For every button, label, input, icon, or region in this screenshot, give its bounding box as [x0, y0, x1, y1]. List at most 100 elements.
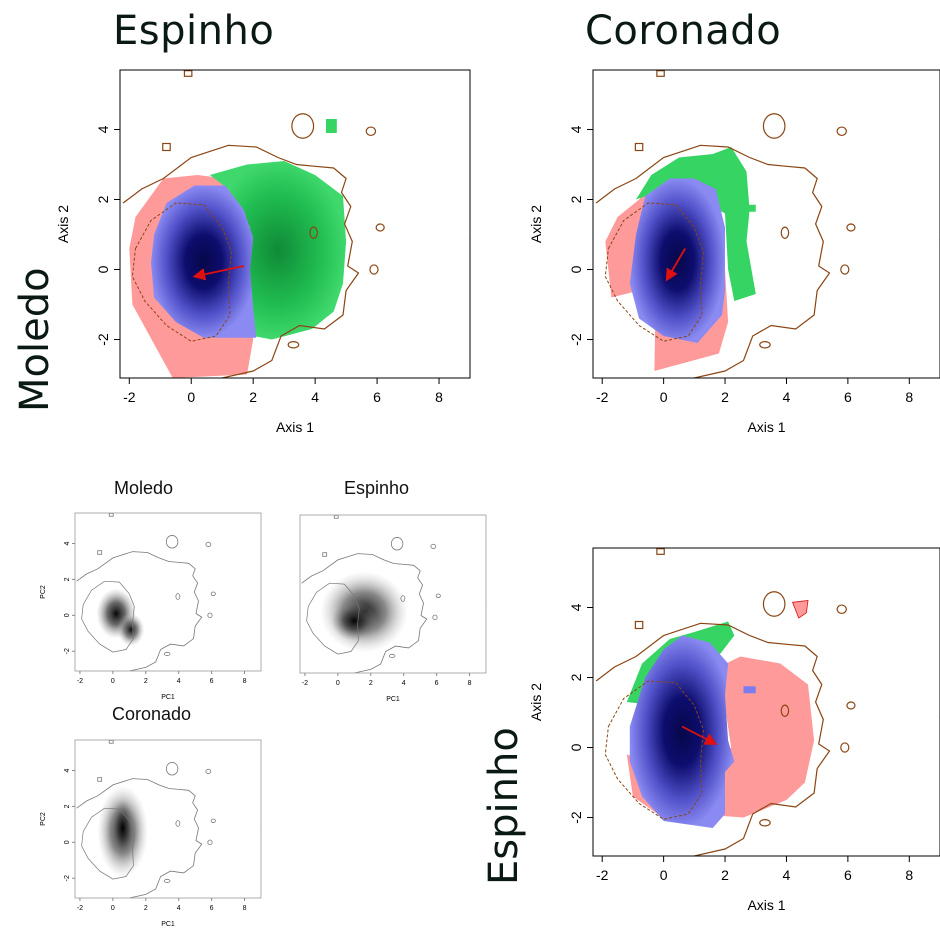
panel-3-niche-area	[595, 548, 940, 856]
panel-3-x-axis-label: Axis 1	[747, 897, 785, 913]
mini-panel-2-density-blob	[331, 601, 378, 641]
panel-3-x-tick-label: 6	[844, 867, 852, 883]
panel-3-y-tick-label: -2	[568, 811, 584, 824]
mini-panel-1-x-tick-label: 8	[243, 678, 247, 685]
panel-3-island-contour	[846, 701, 856, 710]
panel-2-island-contour	[634, 142, 644, 152]
mini-panel-3-density-area	[76, 740, 261, 898]
mini-panel-2-x-axis-label: PC1	[386, 696, 400, 703]
mini-panel-3-x-tick-label: 4	[177, 905, 181, 912]
mini-panel-3-y-axis-label: PC2	[40, 812, 47, 826]
panel-1-stability-region	[151, 185, 257, 338]
panel-2-x-tick-label: 8	[905, 389, 913, 405]
mini-panel-2-island-contour	[485, 600, 486, 604]
panel-2-x-tick-label: 4	[783, 389, 791, 405]
mini-panel-2-inner-contour	[306, 582, 360, 655]
mini-panel-2-plot-frame	[299, 514, 487, 674]
panel-3-x-tick-label: 0	[660, 867, 668, 883]
mini-panel-3-x-axis-label: PC1	[161, 921, 175, 928]
panel-3-island-contour	[840, 742, 850, 753]
mini-panel-2-island-contour	[432, 614, 438, 621]
mini-panel-1-title: Moledo	[114, 478, 173, 498]
mini-panel-1-y-tick-label: -2	[64, 648, 71, 654]
panel-2-y-tick-label: 0	[568, 265, 584, 273]
panel-3-island-contour	[656, 548, 665, 555]
mini-panel-1-x-tick-label: -2	[77, 678, 83, 685]
panel-2-envelope-contour	[595, 144, 831, 378]
panel-1-island-contour	[375, 223, 385, 232]
panel-1-x-tick-label: 4	[311, 389, 319, 405]
mini-panel-1-envelope-contour	[76, 551, 203, 671]
panel-1-y-tick-label: 4	[95, 125, 111, 133]
mini-panel-1-island-contour	[260, 598, 261, 602]
panel-1-centroid-shift-arrow	[192, 265, 245, 281]
mini-panel-2-x-tick-label: -2	[302, 680, 308, 687]
mini-panel-3-island-contour	[210, 818, 216, 823]
panel-2-x-tick-label: -2	[596, 389, 609, 405]
mini-panel-2-x-tick-label: 8	[468, 680, 472, 687]
mini-panel-2-density-area	[301, 515, 486, 673]
panel-1-y-tick-label: 0	[95, 265, 111, 273]
panel-1-y-tick-label: 2	[95, 195, 111, 203]
mini-panel-3-island-contour	[207, 839, 213, 846]
panel-3: -2 0 2 4 6 8 -2 0 2 4 Axis 1 Axis 2	[528, 547, 940, 913]
panel-3-plot-frame	[592, 547, 940, 857]
panel-1-island-contour	[162, 142, 171, 152]
mini-panel-1-density-blob	[117, 613, 145, 646]
panel-3-y-tick-label: 4	[568, 603, 584, 611]
mini-panel-2-envelope-contour	[301, 553, 428, 673]
panel-3-y-axis-label: Axis 2	[528, 683, 544, 721]
mini-panel-3-y-tick-label: 4	[64, 768, 71, 772]
panel-1-x-tick-label: 2	[249, 389, 257, 405]
panel-3-x-tick-label: -2	[596, 867, 609, 883]
column-title-coronado: Coronado	[585, 8, 782, 54]
panel-3-island-contour	[780, 704, 790, 717]
panel-1-niche-area	[122, 70, 470, 378]
mini-panel-3-y-tick-label: 2	[64, 804, 71, 808]
panel-1-island-contour	[309, 226, 318, 239]
mini-panel-2-x-tick-label: 6	[435, 680, 439, 687]
panel-1-y-tick-label: -2	[95, 333, 111, 346]
mini-panel-1-island-contour	[163, 651, 171, 656]
panel-1: -2 0 2 4 6 8 -2 0 2 4 Axis 1 Axis 2	[55, 69, 471, 435]
panel-2-x-tick-label: 2	[721, 389, 729, 405]
panel-2-x-axis-label: Axis 1	[747, 419, 785, 435]
mini-panel-2: Espinho -2 0 2 4 6 8 PC1	[299, 478, 487, 703]
panel-2-inner-dashed-contour	[604, 202, 705, 342]
panel-3-x-tick-label: 4	[783, 867, 791, 883]
mini-panel-2-x-tick-label: 0	[336, 680, 340, 687]
panel-3-stability-region	[629, 635, 735, 828]
panel-2-island-contour	[846, 223, 856, 232]
mini-panel-1-y-axis-label: PC2	[40, 585, 47, 599]
panel-2: -2 0 2 4 6 8 -2 0 2 4 Axis 1 Axis 2	[528, 69, 940, 435]
panel-3-centroid-shift-arrow	[681, 725, 718, 745]
panel-3-stability-island	[743, 686, 756, 694]
panel-2-plot-frame	[592, 69, 940, 379]
mini-panel-2-island-contour	[430, 543, 437, 549]
mini-panel-2-island-contour	[400, 595, 406, 602]
panel-1-island-contour	[369, 264, 379, 275]
panel-1-island-contour	[287, 341, 300, 349]
panel-1-plot-frame	[119, 69, 471, 379]
mini-panel-3-density-blob	[111, 799, 135, 857]
panel-2-island-contour	[836, 126, 847, 137]
mini-panel-2-island-contour	[435, 593, 441, 598]
panel-1-y-axis-label: Axis 2	[55, 205, 71, 243]
mini-panel-3-island-contour	[205, 768, 212, 774]
panel-1-inner-dashed-contour	[131, 202, 233, 342]
mini-panel-1-island-contour	[108, 513, 114, 517]
mini-panel-1-island-contour	[165, 535, 179, 549]
mini-panel-1: Moledo -2 0 2 4 6 8 -2 0 2 4 PC1 PC2	[40, 478, 262, 701]
mini-panel-1-y-tick-label: 4	[64, 541, 71, 545]
mini-panel-1-x-tick-label: 2	[144, 678, 148, 685]
mini-panel-1-density-area	[76, 513, 261, 671]
mini-panel-1-x-tick-label: 0	[111, 678, 115, 685]
panel-2-y-tick-label: 4	[568, 125, 584, 133]
mini-panel-3-island-contour	[108, 740, 114, 744]
mini-panel-3-island-contour	[97, 777, 103, 782]
panel-2-y-tick-label: 2	[568, 195, 584, 203]
panel-2-y-axis-label: Axis 2	[528, 205, 544, 243]
panel-2-x-tick-label: 0	[660, 389, 668, 405]
panel-1-envelope-contour	[122, 144, 360, 378]
mini-panel-2-title: Espinho	[344, 478, 409, 498]
